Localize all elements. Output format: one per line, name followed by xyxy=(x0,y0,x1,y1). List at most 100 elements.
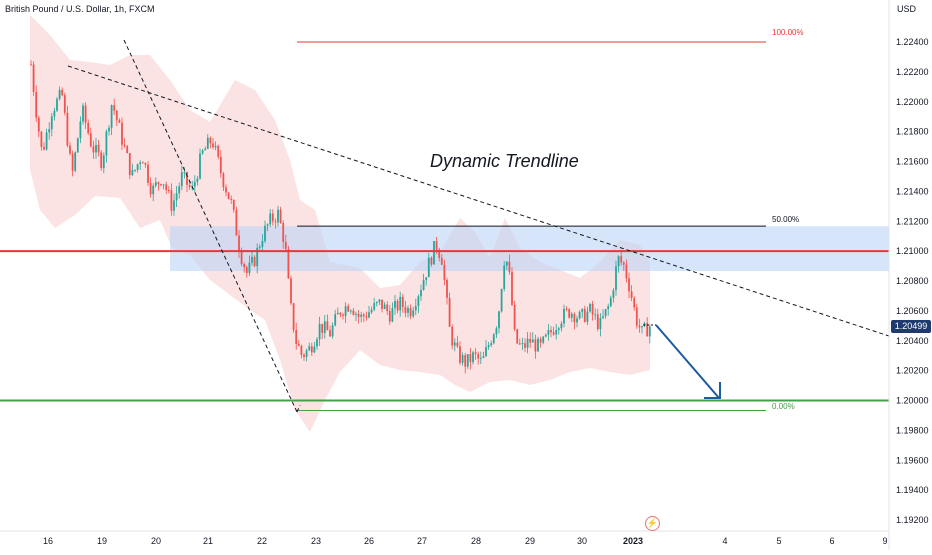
candle-body xyxy=(560,323,563,329)
candle xyxy=(607,303,610,316)
candle xyxy=(516,328,519,345)
candle xyxy=(581,308,584,319)
candle xyxy=(32,61,35,96)
candle-body xyxy=(284,241,287,250)
candle-body xyxy=(74,152,77,171)
candle xyxy=(175,186,178,207)
candle-body xyxy=(349,310,352,312)
candle-body xyxy=(604,309,607,317)
candle xyxy=(313,341,316,354)
candle-body xyxy=(529,338,532,343)
candle-body xyxy=(240,251,243,264)
time-tick-label: 2023 xyxy=(623,536,643,546)
candle-body xyxy=(115,110,118,121)
candle xyxy=(552,326,555,336)
candle-body xyxy=(180,172,183,187)
candle-body xyxy=(620,256,623,263)
candle xyxy=(427,252,430,278)
candle xyxy=(487,341,490,351)
candle xyxy=(438,247,441,262)
candle-body xyxy=(568,309,571,318)
candle xyxy=(118,118,121,124)
candle-body xyxy=(303,354,305,357)
candle xyxy=(500,288,503,313)
candle xyxy=(542,335,545,345)
candle-body xyxy=(461,355,464,363)
candle xyxy=(219,150,222,178)
candle xyxy=(560,321,563,332)
candle xyxy=(617,255,620,273)
candle-body xyxy=(578,311,581,319)
price-tick-label: 1.20400 xyxy=(896,336,929,346)
time-tick-label: 6 xyxy=(829,536,834,546)
candle-body xyxy=(251,256,253,263)
candle xyxy=(37,115,40,138)
candle xyxy=(604,308,607,319)
candle-body xyxy=(66,112,69,146)
candle-body xyxy=(279,209,282,224)
candle xyxy=(412,306,415,319)
candle xyxy=(310,342,313,356)
candle xyxy=(139,160,142,170)
fib-50-label: 50.00% xyxy=(772,215,800,224)
candle-body xyxy=(542,336,545,343)
candle-body xyxy=(35,91,38,118)
candle-body xyxy=(422,280,425,290)
time-tick-label: 27 xyxy=(417,536,427,546)
candle-body xyxy=(102,155,105,169)
candle-body xyxy=(362,314,365,317)
candle-body xyxy=(131,170,134,176)
candle-body xyxy=(134,169,136,171)
candle-body xyxy=(79,121,82,139)
candle xyxy=(43,141,45,151)
candle xyxy=(466,354,469,369)
candle-body xyxy=(596,314,599,330)
candle xyxy=(388,305,391,325)
candle-body xyxy=(248,262,251,274)
candle xyxy=(630,285,633,302)
candle-body xyxy=(492,334,495,344)
candle xyxy=(482,351,485,359)
price-tick-label: 1.21800 xyxy=(896,127,929,137)
candle-body xyxy=(110,105,113,128)
candle-body xyxy=(583,308,586,322)
lightning-icon[interactable]: ⚡ xyxy=(645,516,660,531)
candle xyxy=(565,306,568,312)
candle-body xyxy=(30,64,32,66)
candle xyxy=(134,169,136,173)
candle-body xyxy=(352,310,355,315)
candle xyxy=(248,255,251,276)
candle xyxy=(40,131,43,151)
candle xyxy=(245,265,248,278)
candle xyxy=(178,182,181,199)
candle-body xyxy=(638,325,641,328)
candle-body xyxy=(230,198,233,200)
candle-body xyxy=(269,213,272,225)
time-tick-label: 21 xyxy=(203,536,213,546)
candle xyxy=(573,312,576,330)
candle xyxy=(391,302,394,323)
candle xyxy=(261,234,264,252)
candle xyxy=(89,127,92,148)
candle-body xyxy=(469,354,472,363)
candle-body xyxy=(40,131,43,147)
candle-body xyxy=(375,302,378,304)
candle xyxy=(308,342,311,351)
candle xyxy=(344,302,347,323)
candle-body xyxy=(594,314,597,316)
candle xyxy=(243,262,246,273)
candle xyxy=(136,163,139,173)
candle xyxy=(547,323,550,341)
candle-body xyxy=(438,249,441,258)
candle xyxy=(529,332,532,349)
candle xyxy=(97,140,100,157)
candle xyxy=(105,129,108,163)
trendline-annotation[interactable]: Dynamic Trendline xyxy=(430,151,579,171)
candle-body xyxy=(295,330,298,344)
candle xyxy=(316,337,318,350)
candle xyxy=(568,308,571,319)
candle-body xyxy=(89,133,92,147)
candle-body xyxy=(71,153,74,171)
